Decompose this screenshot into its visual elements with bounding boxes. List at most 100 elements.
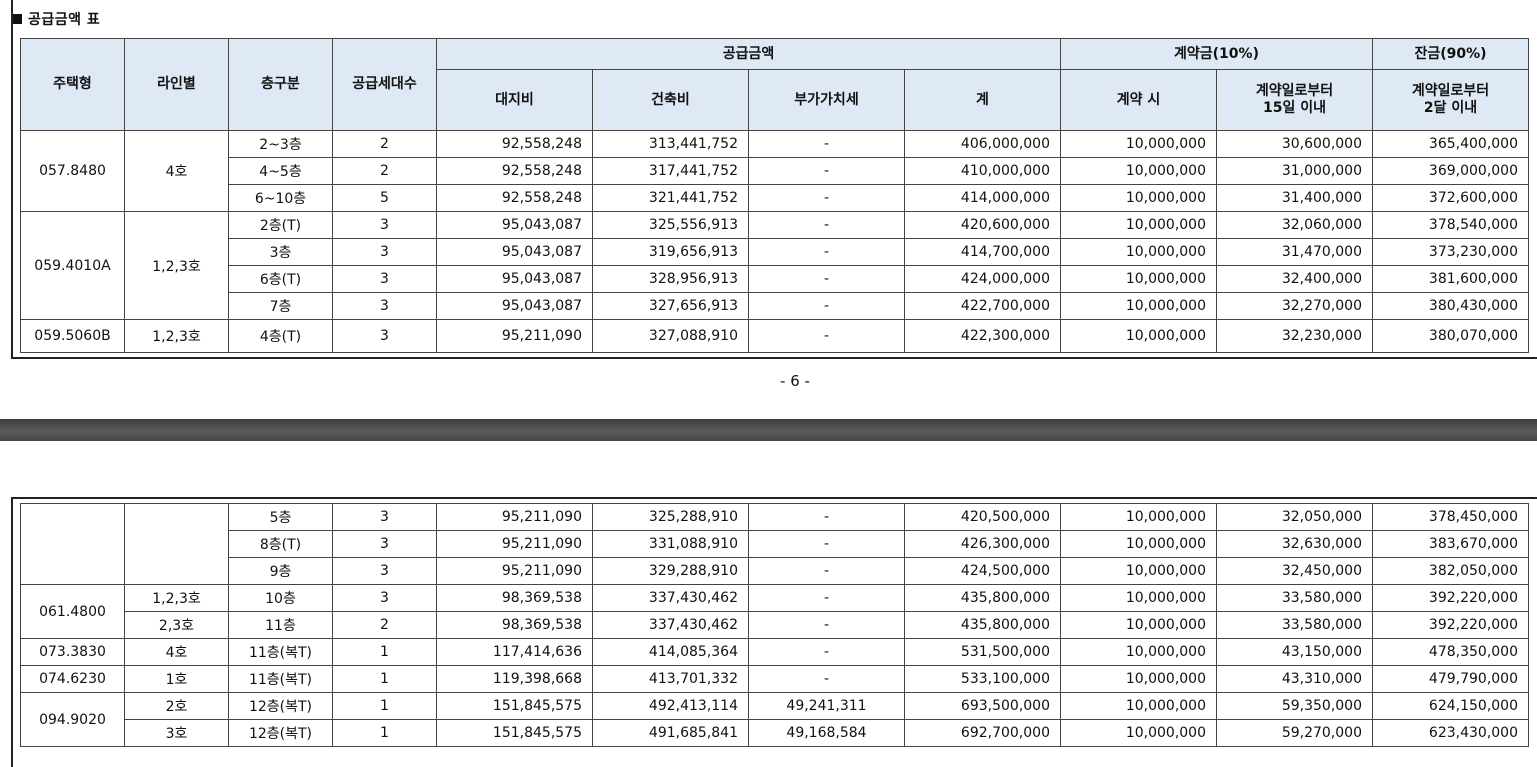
floor-cell: 11층	[228, 611, 333, 639]
land-cost-cell: 92,558,248	[436, 157, 593, 185]
bottom-table-body: 5층 3 95,211,090 325,288,910-420,500,000 10,0…	[20, 503, 1529, 747]
table-row: 074.6230 1호 11층(복T) 1 119,398,668 413,701,332…	[20, 665, 1529, 693]
vat-cell: -	[748, 638, 905, 666]
balance-cell: 624,150,000	[1372, 692, 1529, 720]
total-cell: 414,700,000	[904, 238, 1061, 266]
land-cost-cell: 95,043,087	[436, 292, 593, 320]
table-row: 3층 3 95,043,087 319,656,913-414,700,000 10,0…	[21, 238, 1529, 266]
total-cell: 435,800,000	[904, 611, 1061, 639]
households-cell: 1	[332, 638, 437, 666]
vat-cell: -	[748, 665, 905, 693]
header-vat: 부가가치세	[748, 69, 905, 131]
deposit-at-contract-cell: 10,000,000	[1060, 238, 1217, 266]
table-row: 061.4800 1,2,3호 10층 3 98,369,538 337,430,462-…	[20, 584, 1529, 639]
deposit-15-days-cell: 30,600,000	[1216, 130, 1373, 158]
deposit-15-days-cell: 31,000,000	[1216, 157, 1373, 185]
deposit-15-days-cell: 32,060,000	[1216, 211, 1373, 239]
deposit-15-days-cell: 32,400,000	[1216, 265, 1373, 293]
land-cost-cell: 95,211,090	[436, 530, 593, 558]
line-cell: 3호	[124, 719, 229, 747]
building-cost-cell: 329,288,910	[592, 557, 749, 585]
deposit-at-contract-cell: 10,000,000	[1060, 611, 1217, 639]
building-cost-cell: 491,685,841	[592, 719, 749, 747]
line-cell	[124, 503, 229, 585]
land-cost-cell: 95,043,087	[436, 265, 593, 293]
header-line: 라인별	[124, 38, 229, 131]
vat-cell: -	[748, 557, 905, 585]
table-row: 9층 3 95,211,090 329,288,910-424,500,000 10,0…	[21, 557, 1529, 585]
unit-type-cell: 073.3830	[20, 638, 125, 666]
land-cost-cell: 117,414,636	[436, 638, 593, 666]
table-row: 094.9020 2호 12층(복T) 1 151,845,575 492,413,114…	[20, 692, 1529, 747]
total-cell: 420,600,000	[904, 211, 1061, 239]
total-cell: 533,100,000	[904, 665, 1061, 693]
balance-cell: 378,540,000	[1372, 211, 1529, 239]
page-number: - 6 -	[780, 372, 810, 390]
deposit-at-contract-cell: 10,000,000	[1060, 292, 1217, 320]
building-cost-cell: 313,441,752	[592, 130, 749, 158]
header-floor: 층구분	[228, 38, 333, 131]
table-row: 6~10층 5 92,558,248 321,441,752-414,000,000 1…	[21, 184, 1529, 212]
balance-cell: 378,450,000	[1372, 503, 1529, 531]
building-cost-cell: 317,441,752	[592, 157, 749, 185]
deposit-at-contract-cell: 10,000,000	[1060, 557, 1217, 585]
deposit-at-contract-cell: 10,000,000	[1060, 692, 1217, 720]
header-households: 공급세대수	[332, 38, 437, 131]
balance-cell: 623,430,000	[1372, 719, 1529, 747]
vat-cell: -	[748, 319, 905, 353]
table-row: 4~5층 2 92,558,248 317,441,752-410,000,000 10…	[21, 157, 1529, 185]
line-cell: 4호	[124, 638, 229, 666]
households-cell: 3	[332, 211, 437, 239]
floor-cell: 2층(T)	[228, 211, 333, 239]
section-title-text: 공급금액 표	[28, 12, 101, 28]
deposit-15-days-cell: 43,310,000	[1216, 665, 1373, 693]
total-cell: 422,300,000	[904, 319, 1061, 353]
bottom-page-frame	[11, 497, 13, 767]
deposit-at-contract-cell: 10,000,000	[1060, 665, 1217, 693]
vat-cell: -	[748, 184, 905, 212]
deposit-at-contract-cell: 10,000,000	[1060, 719, 1217, 747]
floor-cell: 9층	[228, 557, 333, 585]
total-cell: 406,000,000	[904, 130, 1061, 158]
header-deposit-at-contract: 계약 시	[1060, 69, 1217, 131]
households-cell: 5	[332, 184, 437, 212]
header-unit-type: 주택형	[20, 38, 125, 131]
vat-cell: 49,241,311	[748, 692, 905, 720]
land-cost-cell: 95,211,090	[436, 319, 593, 353]
balance-cell: 372,600,000	[1372, 184, 1529, 212]
total-cell: 424,000,000	[904, 265, 1061, 293]
land-cost-cell: 98,369,538	[436, 611, 593, 639]
building-cost-cell: 319,656,913	[592, 238, 749, 266]
balance-cell: 392,220,000	[1372, 611, 1529, 639]
deposit-at-contract-cell: 10,000,000	[1060, 265, 1217, 293]
floor-cell: 5층	[228, 503, 333, 531]
floor-cell: 2~3층	[228, 130, 333, 158]
balance-cell: 383,670,000	[1372, 530, 1529, 558]
top-table-body: 057.8480 4호 2~3층 2 92,558,248 313,441,752-406…	[20, 130, 1529, 353]
building-cost-cell: 337,430,462	[592, 584, 749, 612]
households-cell: 1	[332, 692, 437, 720]
land-cost-cell: 119,398,668	[436, 665, 593, 693]
page-separator-band	[0, 419, 1537, 441]
deposit-15-days-cell: 59,350,000	[1216, 692, 1373, 720]
table-row: 059.4010A 1,2,3호 2층(T) 3 95,043,087 325,556,9…	[20, 211, 1529, 320]
table-row: 057.8480 4호 2~3층 2 92,558,248 313,441,752-406…	[20, 130, 1529, 212]
supply-price-table-top: 주택형 라인별 층구분 공급세대수 공급금액 계약금(10%) 잔금(90%) …	[20, 38, 1529, 353]
deposit-15-days-cell: 32,230,000	[1216, 319, 1373, 353]
unit-type-cell: 057.8480	[20, 130, 125, 212]
households-cell: 3	[332, 238, 437, 266]
table-row: 6층(T) 3 95,043,087 328,956,913-424,000,000 1…	[21, 265, 1529, 293]
unit-type-cell: 061.4800	[20, 584, 125, 639]
floor-cell: 6~10층	[228, 184, 333, 212]
vat-cell: -	[748, 292, 905, 320]
balance-cell: 479,790,000	[1372, 665, 1529, 693]
land-cost-cell: 95,211,090	[436, 503, 593, 531]
header-deposit-within-15-days: 계약일로부터 15일 이내	[1216, 69, 1373, 131]
land-cost-cell: 92,558,248	[436, 184, 593, 212]
total-cell: 410,000,000	[904, 157, 1061, 185]
households-cell: 3	[332, 292, 437, 320]
floor-cell: 10층	[228, 584, 333, 612]
balance-cell: 392,220,000	[1372, 584, 1529, 612]
deposit-at-contract-cell: 10,000,000	[1060, 503, 1217, 531]
building-cost-cell: 337,430,462	[592, 611, 749, 639]
